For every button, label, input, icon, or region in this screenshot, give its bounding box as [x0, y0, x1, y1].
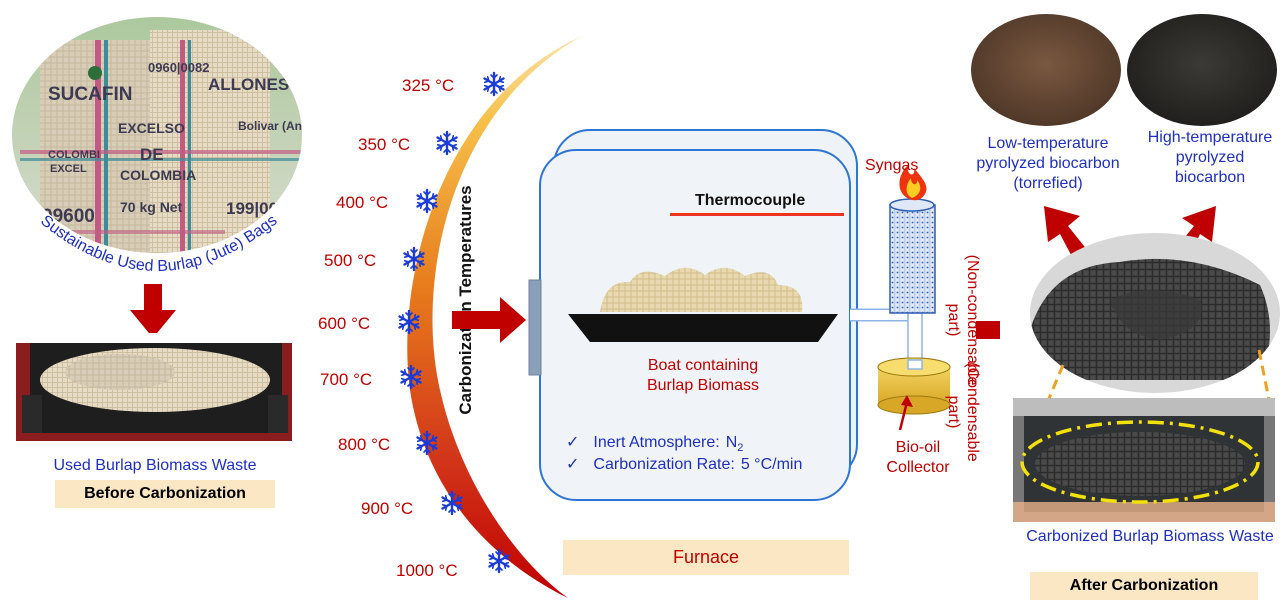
carbonized-waste-label: Carbonized Burlap Biomass Waste: [1026, 528, 1274, 545]
down-arrow: [130, 284, 176, 338]
carbonization-boat: [568, 314, 838, 342]
temp-400: 400 °C: [336, 193, 389, 212]
after-stage-box: After Carbonization: [1030, 572, 1258, 600]
flame-icon: [899, 165, 927, 201]
furnace-diagram: Thermocouple Boat containing Burlap Biom…: [528, 129, 1000, 501]
collector-pointer: [898, 401, 909, 431]
connector-right: [1257, 349, 1275, 421]
arrow-to-after: [976, 321, 1000, 339]
bag-text-11: Bolivar (Ant.): [238, 119, 313, 133]
snowflake-icon: [483, 71, 505, 97]
bag-text-9: 70 kg Net: [120, 199, 183, 215]
bag-text-8: EXCEL: [50, 163, 87, 175]
temp-800: 800 °C: [338, 435, 391, 454]
bag-text-3: ALLONES: [208, 75, 289, 94]
condition-1: ✓ Inert Atmosphere: N2: [566, 434, 743, 454]
temperature-gradient-band: [407, 36, 582, 598]
condensable-label: (Condensablepart): [945, 362, 981, 462]
after-section: Low-temperature pyrolyzed biocarbon (torre…: [971, 14, 1280, 522]
before-stage-label: Before Carbonization: [84, 485, 246, 502]
carbonization-temperatures-label: Carbonization Temperatures: [456, 185, 475, 414]
thermocouple-label: Thermocouple: [695, 192, 805, 209]
used-waste-label: Used Burlap Biomass Waste: [53, 457, 257, 474]
bag-text-5: DE: [140, 145, 164, 164]
furnace-title: Furnace: [672, 547, 740, 567]
bio-oil-label-line-1: Bio-oil: [896, 439, 940, 456]
furnace-door-handle: [528, 279, 542, 376]
high-temp-biocarbon-photo: [1127, 14, 1277, 126]
temp-600: 600 °C: [318, 314, 371, 333]
before-stage-box: Before Carbonization: [55, 480, 275, 508]
before-section: SUCAFIN 0960|0082 ALLONES EXCELSO DE COL…: [12, 17, 313, 441]
bag-text-2: 0960|0082: [148, 60, 209, 75]
output-pipe: [850, 310, 920, 345]
bag-text-4: EXCELSO: [118, 120, 185, 136]
boat-label-line-2: Burlap Biomass: [647, 377, 759, 394]
temp-700: 700 °C: [320, 370, 373, 389]
burlap-biomass: [600, 267, 803, 312]
temp-350: 350 °C: [358, 135, 411, 154]
syngas-label: Syngas: [865, 157, 918, 174]
high-temp-label: High-temperature pyrolyzed biocarbon: [1148, 129, 1273, 186]
snowflake-icon: [416, 188, 438, 214]
temp-500: 500 °C: [324, 251, 377, 270]
temp-1000: 1000 °C: [396, 561, 458, 580]
bag-text-12: 199|00|0: [226, 199, 292, 218]
bag-text-6: COLOMBIA: [120, 167, 196, 183]
burlap-bags-photo: SUCAFIN 0960|0082 ALLONES EXCELSO DE COL…: [12, 17, 313, 253]
low-temp-label: Low-temperature pyrolyzed biocarbon (torre…: [976, 135, 1119, 192]
temp-900: 900 °C: [361, 499, 414, 518]
after-stage-label: After Carbonization: [1069, 577, 1219, 594]
highlight-ellipse: [1020, 420, 1260, 504]
carbonized-tray-photo: [1013, 398, 1275, 522]
bag-text-7: COLOMBI: [48, 149, 100, 161]
condition-2: ✓ Carbonization Rate: 5 °C/min: [566, 456, 802, 473]
low-temp-biocarbon-photo: [971, 14, 1121, 126]
non-condensable-label: (Non-condensablepart): [945, 255, 981, 386]
snowflake-icon: [488, 548, 510, 574]
carbonized-burlap-photo: [1030, 233, 1280, 393]
snowflake-icon: [436, 130, 458, 156]
burlap-tray-photo: [16, 333, 292, 441]
thermocouple-rod: [670, 213, 844, 216]
temp-325: 325 °C: [402, 76, 455, 95]
furnace-title-box: Furnace: [563, 540, 849, 575]
bag-text-1: SUCAFIN: [48, 84, 132, 105]
boat-label-line-1: Boat containing: [648, 357, 758, 374]
bio-oil-label-line-2: Collector: [886, 459, 950, 476]
temperature-arc: Carbonization Temperatures: [398, 36, 582, 598]
syngas-column: [889, 204, 936, 314]
coffee-logo-icon: [88, 66, 102, 80]
arrow-to-furnace: [452, 297, 526, 343]
